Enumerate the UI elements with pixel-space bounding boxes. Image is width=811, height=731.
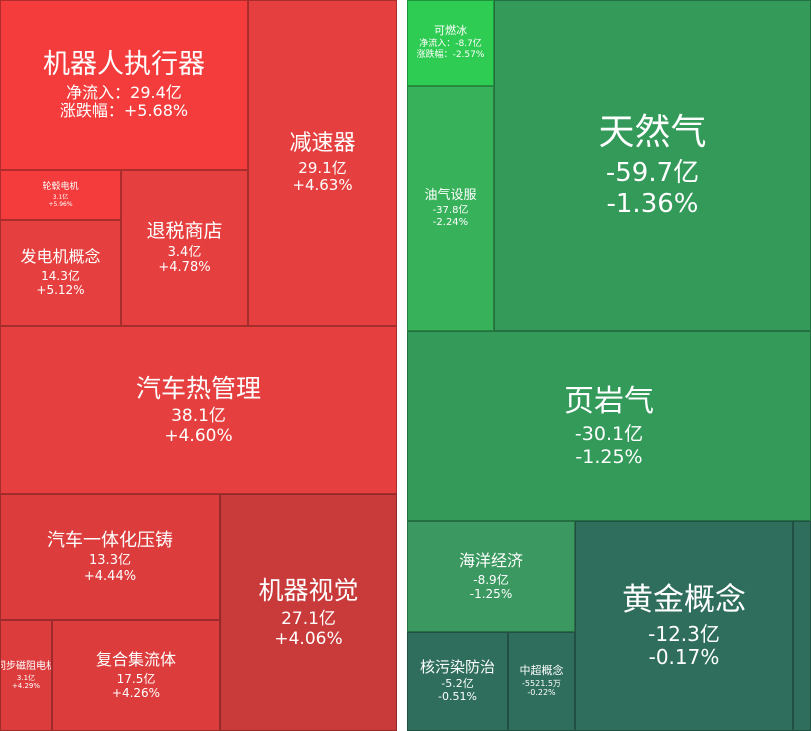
sector-change-pct: +4.63% [292, 176, 353, 195]
sector-name: 同步磁阻电机 [1, 660, 51, 672]
sector-name: 汽车一体化压铸 [47, 530, 173, 552]
sector-name: 中超概念 [519, 664, 564, 678]
sector-change-pct: +4.78% [158, 260, 211, 276]
sector-tile[interactable]: 退税商店 3.4亿 +4.78% [121, 170, 248, 326]
sector-net-inflow: -37.8亿 [432, 205, 469, 217]
sector-net-inflow: 29.1亿 [298, 158, 347, 177]
sector-tile[interactable]: 核污染防治 -5.2亿 -0.51% [407, 632, 508, 731]
sector-net-inflow: 14.3亿 [41, 269, 80, 284]
sector-tile[interactable]: 减速器 29.1亿 +4.63% [248, 0, 397, 326]
sector-tile[interactable]: 汽车热管理 38.1亿 +4.60% [0, 326, 397, 494]
sector-tile[interactable]: 页岩气 -30.1亿 -1.25% [407, 331, 811, 521]
sector-tile[interactable]: 机器人执行器 净流入：29.4亿 涨跌幅：+5.68% [0, 0, 248, 170]
sector-change-pct: -0.22% [527, 688, 556, 698]
sector-net-inflow: 3.4亿 [167, 244, 202, 260]
sector-net-inflow: 净流入：29.4亿 [66, 82, 182, 102]
sector-change-pct: -0.17% [648, 645, 720, 670]
sector-tile[interactable]: 发电机概念 14.3亿 +5.12% [0, 220, 121, 326]
sector-name: 海洋经济 [458, 550, 523, 570]
sector-tile[interactable]: 天然气 -59.7亿 -1.36% [494, 0, 811, 331]
sector-change-pct: 涨跌幅：-2.57% [416, 49, 485, 60]
sector-change-pct: +5.12% [36, 283, 85, 298]
sector-change-pct: +5.96% [48, 200, 73, 208]
sector-change-pct: -1.25% [469, 586, 513, 601]
sector-net-inflow: 17.5亿 [116, 671, 156, 686]
sector-change-pct: -0.51% [438, 690, 477, 704]
sector-net-inflow: -30.1亿 [574, 423, 644, 446]
sector-net-inflow: -12.3亿 [648, 621, 720, 646]
sector-name: 机器人执行器 [43, 48, 205, 80]
sector-change-pct: -2.24% [432, 217, 469, 229]
sector-tile[interactable]: 汽车一体化压铸 13.3亿 +4.44% [0, 494, 220, 620]
sector-name: 退税商店 [146, 220, 223, 243]
sector-tile[interactable] [793, 521, 811, 731]
sector-name: 核污染防治 [419, 657, 495, 676]
sector-name: 减速器 [289, 130, 356, 156]
sector-name: 页岩气 [564, 383, 654, 419]
sector-name: 机器视觉 [258, 576, 359, 606]
sector-change-pct: -1.36% [606, 188, 699, 219]
sector-tile[interactable]: 同步磁阻电机3.1亿+4.29% [0, 620, 52, 731]
sector-name: 油气设服 [424, 188, 477, 204]
sector-change-pct: +4.60% [164, 426, 233, 447]
sector-net-inflow: 净流入：-8.7亿 [419, 39, 482, 50]
sector-net-inflow: -5.2亿 [441, 677, 474, 691]
sector-net-inflow: -5521.5万 [522, 679, 561, 689]
sector-net-inflow: -8.9亿 [473, 572, 509, 587]
sector-tile[interactable]: 海洋经济 -8.9亿 -1.25% [407, 521, 575, 632]
sector-change-pct: +4.06% [274, 628, 343, 649]
sector-tile[interactable]: 轮毂电机 3.1亿 +5.96% [0, 170, 121, 220]
sector-change-pct: +4.26% [111, 685, 161, 700]
sector-tile[interactable]: 油气设服 -37.8亿 -2.24% [407, 86, 494, 331]
panel-divider [397, 0, 407, 731]
sector-name: 可燃冰 [434, 24, 467, 38]
sector-name: 黄金概念 [622, 582, 746, 619]
sector-net-inflow: 13.3亿 [89, 553, 131, 569]
sector-name: 汽车热管理 [135, 373, 261, 403]
sector-name: 复合集流体 [95, 649, 176, 669]
sector-name: 天然气 [598, 111, 707, 153]
sector-change-pct: +4.29% [11, 681, 41, 690]
sector-net-inflow: 3.1亿 [52, 193, 69, 201]
sector-tile[interactable]: 中超概念 -5521.5万 -0.22% [508, 632, 575, 731]
sector-change-pct: -1.25% [575, 445, 643, 468]
sector-net-inflow: 27.1亿 [281, 608, 336, 629]
sector-change-pct: +4.44% [83, 568, 137, 584]
sector-net-inflow: -59.7亿 [605, 158, 700, 189]
sector-name: 轮毂电机 [42, 182, 79, 193]
sector-tile[interactable]: 可燃冰 净流入：-8.7亿 涨跌幅：-2.57% [407, 0, 494, 86]
sector-change-pct: 涨跌幅：+5.68% [59, 101, 189, 121]
sector-tile[interactable]: 复合集流体 17.5亿 +4.26% [52, 620, 220, 731]
sector-tile[interactable]: 机器视觉 27.1亿 +4.06% [220, 494, 397, 731]
sector-net-inflow: 38.1亿 [171, 406, 226, 427]
sector-tile[interactable]: 黄金概念 -12.3亿 -0.17% [575, 521, 793, 731]
sector-net-inflow: 3.1亿 [16, 673, 36, 682]
sector-name: 发电机概念 [20, 247, 101, 267]
